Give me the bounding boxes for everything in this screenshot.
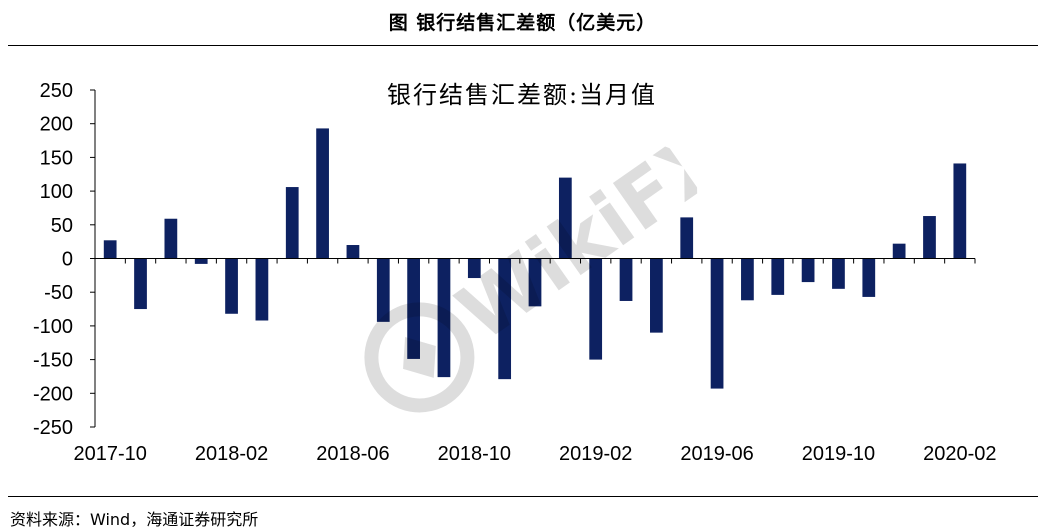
y-tick-label: 150 <box>40 147 73 169</box>
y-tick-label: 100 <box>40 181 73 203</box>
x-tick-label: 2019-02 <box>559 443 632 465</box>
bar-2018-01 <box>194 258 208 264</box>
bar-2017-10 <box>103 240 117 259</box>
x-tick-label: 2018-02 <box>195 443 268 465</box>
bar-chart: 银行结售汇差额:当月值 250 200 150 100 50 0 -50 -100 -150 -2… <box>33 80 997 465</box>
bar-2018-12 <box>528 258 542 307</box>
title-rule <box>8 45 1038 46</box>
bar-2017-11 <box>134 258 147 310</box>
bar-2020-02 <box>953 163 967 259</box>
x-tick-label: 2018-06 <box>316 443 389 465</box>
bar-2018-08 <box>407 258 420 359</box>
y-tick-label: -150 <box>33 350 73 372</box>
bar-2018-05 <box>316 128 329 259</box>
y-axis: 250 200 150 100 50 0 -50 -100 -150 -200 -250 <box>33 80 96 439</box>
bar-2018-09 <box>437 258 451 378</box>
bar-2019-09 <box>801 258 815 283</box>
bar-2018-07 <box>376 258 390 322</box>
y-tick-label: 200 <box>40 114 73 136</box>
x-tick-label: 2020-02 <box>923 443 996 465</box>
x-tick-label: 2019-06 <box>680 443 753 465</box>
bar-2019-04 <box>650 258 663 333</box>
y-tick-label: -50 <box>44 282 73 304</box>
source-note: 资料来源：Wind，海通证券研究所 <box>10 510 259 529</box>
bar-2018-02 <box>225 258 238 314</box>
x-axis: 2017-10 2018-02 2018-06 2018-10 2019-02 2019-… <box>73 258 997 465</box>
bar-2018-10 <box>467 258 481 279</box>
bar-2018-06 <box>346 245 360 259</box>
bar-2018-04 <box>285 187 299 259</box>
source-rule <box>8 496 1038 497</box>
y-tick-label: 50 <box>51 215 73 237</box>
bar-2019-03 <box>619 258 633 301</box>
figure-title: 图 银行结售汇差额（亿美元） <box>388 12 657 34</box>
bar-2019-02 <box>589 258 603 360</box>
bars <box>103 128 967 389</box>
y-tick-label: 0 <box>62 249 73 271</box>
bar-2018-11 <box>498 258 512 380</box>
y-tick-label: 250 <box>40 80 73 102</box>
bar-2020-01 <box>923 216 936 259</box>
chart-title: 银行结售汇差额:当月值 <box>387 81 657 109</box>
bar-2019-05 <box>680 217 694 259</box>
y-tick-label: -100 <box>33 316 73 338</box>
bar-2018-03 <box>255 258 269 321</box>
bar-2017-12 <box>164 218 178 259</box>
bar-2019-10 <box>832 258 845 289</box>
bar-2019-01 <box>558 177 572 259</box>
x-tick-label: 2017-10 <box>73 443 146 465</box>
y-tick-label: -200 <box>33 383 73 405</box>
x-tick-label: 2018-10 <box>438 443 511 465</box>
bar-2019-07 <box>741 258 754 301</box>
bar-2019-08 <box>771 258 785 295</box>
y-tick-label: -250 <box>33 417 73 439</box>
x-tick-label: 2019-10 <box>802 443 875 465</box>
bar-2019-12 <box>892 243 906 259</box>
bar-2019-11 <box>862 258 876 297</box>
bar-2019-06 <box>710 258 724 389</box>
